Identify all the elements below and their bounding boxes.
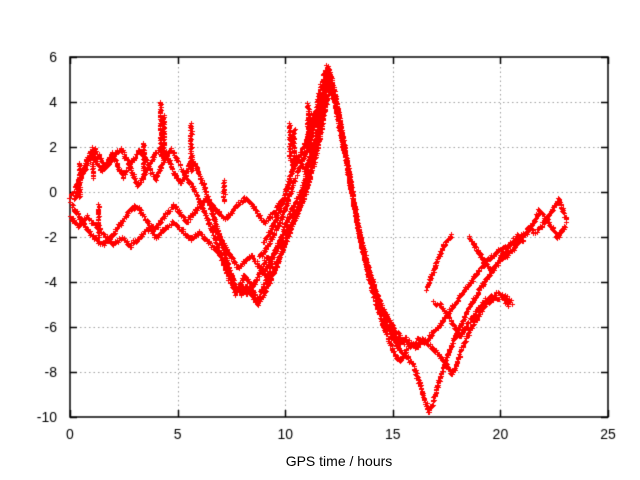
- x-axis-label: GPS time / hours: [285, 453, 393, 469]
